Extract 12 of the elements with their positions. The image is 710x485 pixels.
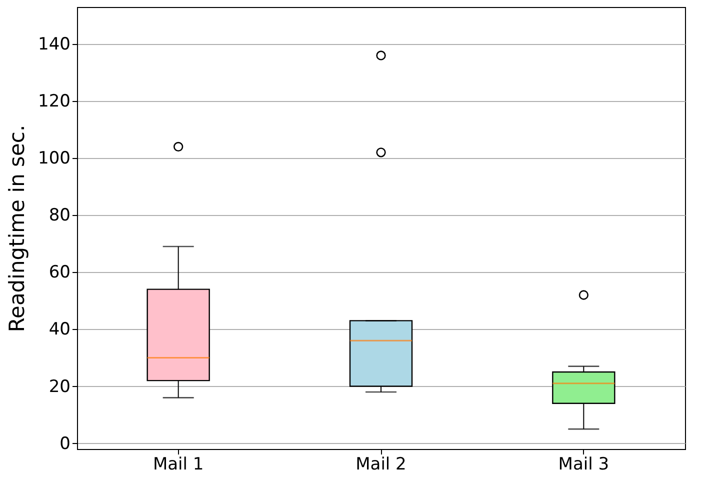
y-tick-label: 120 xyxy=(38,92,70,112)
y-tick-label: 140 xyxy=(38,34,70,55)
y-tick-label: 40 xyxy=(48,320,70,340)
y-tick-label: 20 xyxy=(48,376,70,397)
x-tick-label: Mail 2 xyxy=(356,454,406,474)
y-axis-title: Readingtime in sec. xyxy=(5,124,30,332)
x-tick-label: Mail 1 xyxy=(152,454,204,474)
y-tick-label: 60 xyxy=(48,262,70,283)
x-tick-label: Mail 3 xyxy=(558,454,610,474)
y-tick-label: 0 xyxy=(60,434,70,454)
y-tick-label: 100 xyxy=(38,148,70,169)
y-tick-label: 80 xyxy=(48,206,70,226)
